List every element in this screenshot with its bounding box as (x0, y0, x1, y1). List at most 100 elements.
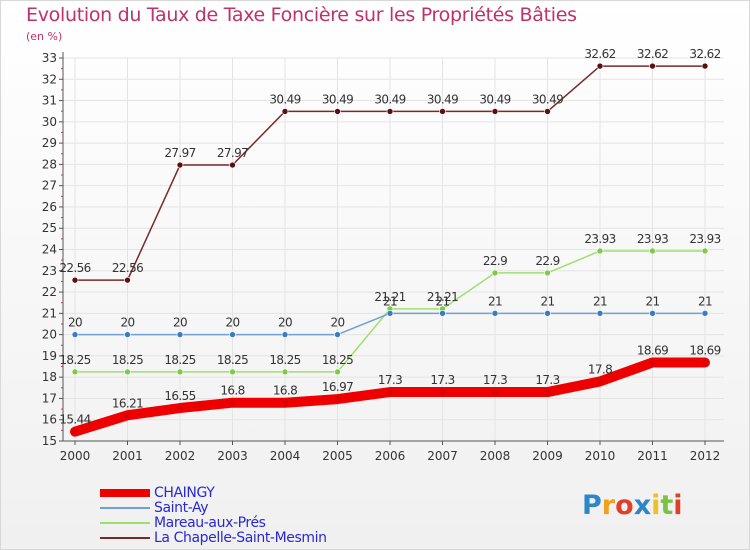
data-point (649, 310, 656, 317)
data-label: 32.62 (637, 47, 668, 61)
logo-letter: P (582, 490, 602, 521)
data-point (281, 108, 289, 115)
data-label: 20 (120, 316, 134, 330)
data-label: 22.56 (59, 261, 90, 275)
data-point (439, 108, 446, 115)
x-tick-label: 2004 (270, 449, 301, 463)
data-label: 30.49 (532, 92, 563, 106)
chart-unit-label: (en %) (26, 30, 63, 43)
data-point (596, 247, 604, 255)
data-label: 21 (383, 294, 397, 308)
data-point (544, 108, 551, 115)
data-point (176, 331, 184, 338)
data-point (72, 428, 78, 435)
data-label: 27.97 (217, 146, 248, 160)
data-point (649, 62, 656, 70)
data-point (124, 331, 131, 338)
data-point (281, 331, 289, 338)
y-tick-label: 26 (42, 200, 57, 214)
data-label: 22.9 (483, 254, 507, 268)
data-point (334, 331, 341, 338)
y-tick-label: 21 (42, 306, 57, 320)
data-label: 30.49 (427, 92, 458, 106)
x-tick-label: 2010 (585, 449, 616, 463)
x-tick-label: 2009 (532, 449, 563, 463)
data-label: 16.21 (112, 396, 143, 410)
y-tick-label: 29 (42, 136, 57, 150)
data-label: 17.3 (535, 373, 559, 387)
x-tick-label: 2003 (217, 449, 248, 463)
data-label: 17.3 (483, 373, 507, 387)
data-label: 16.8 (220, 384, 244, 398)
y-tick-label: 30 (42, 115, 57, 129)
legend-item-la-chapelle-saint-mesmin: La Chapelle-Saint-Mesmin (100, 529, 327, 546)
legend-item-chaingy: CHAINGY (100, 484, 215, 501)
x-tick-label: 2012 (690, 449, 721, 463)
data-point (701, 247, 709, 255)
legend-item-saint-ay: Saint-Ay (100, 500, 209, 516)
y-tick-label: 27 (42, 179, 57, 193)
data-point (229, 331, 236, 338)
data-point (387, 389, 393, 396)
y-tick-label: 20 (42, 328, 57, 342)
x-tick-label: 2000 (60, 449, 91, 463)
x-tick-label: 2011 (637, 449, 668, 463)
data-point (282, 399, 288, 406)
data-point (334, 368, 341, 376)
data-point (439, 389, 446, 396)
data-point (701, 62, 709, 70)
data-label: 21 (645, 294, 659, 308)
data-label: 18.69 (689, 343, 720, 357)
logo-letter: i (651, 490, 661, 521)
y-tick-label: 24 (42, 243, 57, 257)
data-label: 32.62 (689, 47, 720, 61)
x-tick-label: 2006 (375, 449, 406, 463)
data-label: 21 (435, 294, 449, 308)
logo-letter: t (660, 490, 674, 521)
data-label: 20 (278, 316, 292, 330)
data-point (124, 412, 131, 419)
data-point (229, 399, 236, 406)
data-point (491, 310, 499, 317)
data-point (597, 378, 603, 385)
legend-swatch-la-chapelle-saint-mesmin (100, 536, 150, 539)
data-label: 21 (488, 294, 502, 308)
data-point (229, 161, 236, 169)
data-label: 21 (593, 294, 607, 308)
data-point (281, 368, 289, 376)
data-label: 22.56 (112, 261, 143, 275)
data-label: 30.49 (374, 92, 405, 106)
data-point (176, 368, 184, 376)
data-label: 20 (173, 316, 187, 330)
proxiti-logo: Proxiti (582, 490, 683, 521)
data-point (544, 269, 551, 277)
legend-item-mareau-aux-pres: Mareau-aux-Prés (100, 515, 266, 531)
y-tick-label: 33 (42, 51, 57, 65)
data-label: 16.8 (273, 384, 297, 398)
y-tick-label: 19 (42, 349, 57, 363)
data-point (702, 359, 708, 366)
data-label: 18.25 (322, 353, 353, 367)
data-point (71, 331, 79, 338)
data-point (334, 396, 341, 403)
data-label: 30.49 (269, 92, 300, 106)
data-label: 18.25 (269, 353, 300, 367)
data-label: 23.93 (689, 232, 720, 246)
data-label: 20 (225, 316, 239, 330)
legend-label-la-chapelle-saint-mesmin: La Chapelle-Saint-Mesmin (154, 529, 327, 546)
logo-letter: r (601, 490, 616, 521)
logo-letter: i (673, 490, 683, 521)
data-label: 18.25 (112, 353, 143, 367)
y-tick-label: 15 (42, 434, 57, 448)
data-point (334, 108, 341, 115)
data-point (491, 108, 499, 115)
data-label: 17.3 (430, 373, 454, 387)
data-point (649, 359, 656, 366)
data-label: 17.8 (588, 362, 612, 376)
y-tick-label: 31 (42, 94, 57, 108)
legend-label-chaingy: CHAINGY (154, 484, 215, 501)
y-tick-label: 22 (42, 285, 57, 299)
data-label: 27.97 (164, 146, 195, 160)
y-tick-label: 25 (42, 221, 57, 235)
